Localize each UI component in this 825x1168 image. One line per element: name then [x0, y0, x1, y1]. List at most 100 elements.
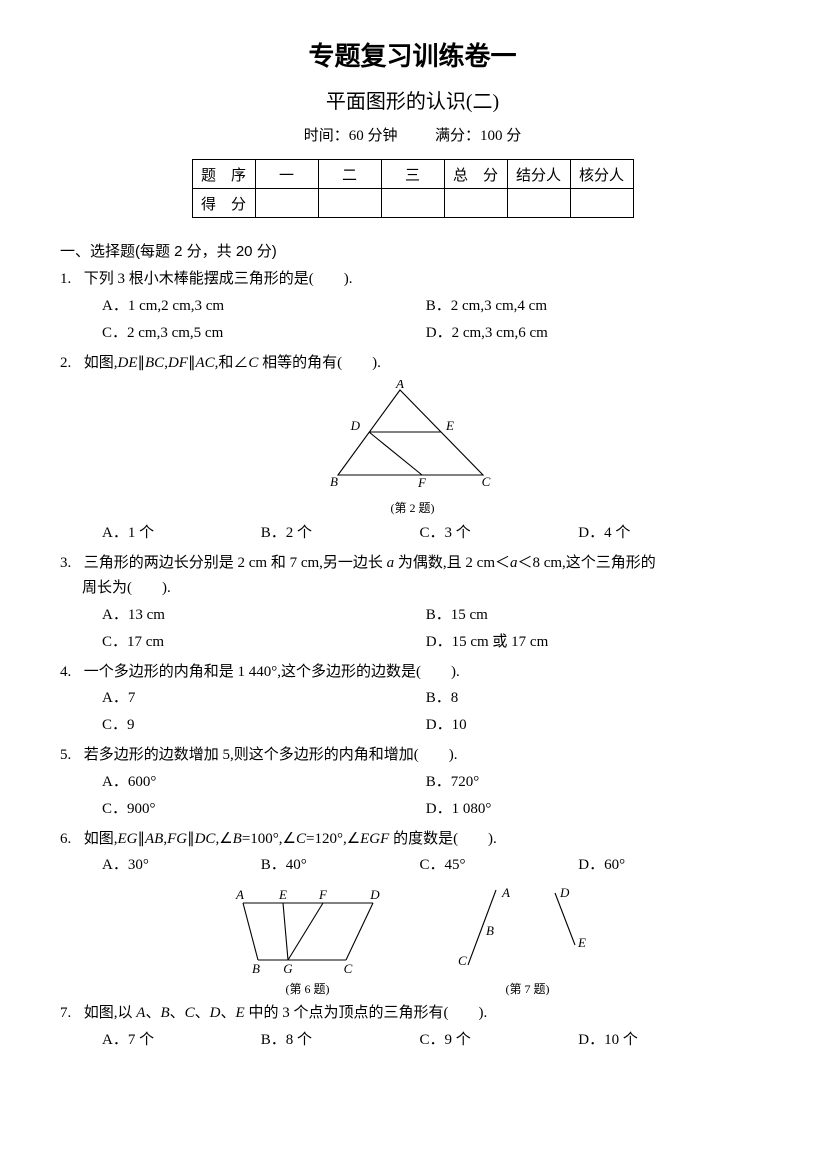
q7-text: 如图,以 A、B、C、D、E 中的 3 个点为顶点的三角形有( ).	[84, 1005, 487, 1021]
question-2: 2. 如图,DE∥BC,DF∥AC,和∠C 相等的角有( ). A D E B …	[60, 351, 765, 547]
q5-text: 若多边形的边数增加 5,则这个多边形的内角和增加( ).	[84, 747, 458, 763]
q7-opt-c: C．9 个	[420, 1027, 575, 1054]
q6-num: 6.	[60, 827, 80, 853]
q6-text: 如图,EG∥AB,FG∥DC,∠B=100°,∠C=120°,∠EGF 的度数是…	[84, 831, 497, 847]
fullscore-label: 满分：100 分	[435, 128, 521, 144]
q2-num: 2.	[60, 351, 80, 377]
q7-opt-d: D．10 个	[578, 1027, 733, 1054]
q5-opt-b: B．720°	[426, 769, 746, 796]
q3-opt-c: C．17 cm	[102, 629, 422, 656]
q4-opt-b: B．8	[426, 685, 746, 712]
q1-opt-c: C．2 cm,3 cm,5 cm	[102, 320, 422, 347]
q4-opt-d: D．10	[426, 712, 746, 739]
label-A: A	[501, 885, 510, 900]
score-value-row: 得 分	[192, 189, 633, 218]
time-full-line: 时间：60 分钟 满分：100 分	[60, 124, 765, 145]
q2-opt-d: D．4 个	[578, 520, 733, 547]
q5-options: A．600° B．720°	[102, 769, 765, 796]
label-C: C	[343, 961, 352, 975]
exam-page: 专题复习训练卷一 平面图形的认识(二) 时间：60 分钟 满分：100 分 题 …	[0, 0, 825, 1168]
score-rowlabel: 得 分	[192, 189, 255, 218]
q3-num: 3.	[60, 551, 80, 577]
q3-opt-d: D．15 cm 或 17 cm	[426, 629, 746, 656]
label-A: A	[235, 887, 244, 902]
score-header-cell: 三	[381, 160, 444, 189]
score-header-cell: 一	[255, 160, 318, 189]
label-F: F	[318, 887, 328, 902]
time-label: 时间：60 分钟	[304, 128, 398, 144]
label-A: A	[395, 380, 404, 391]
q4-opt-c: C．9	[102, 712, 422, 739]
q1-text: 下列 3 根小木棒能摆成三角形的是( ).	[84, 271, 353, 287]
q4-options: A．7 B．8	[102, 685, 765, 712]
q2-opt-a: A．1 个	[102, 520, 257, 547]
label-B: B	[252, 961, 260, 975]
q2-opt-c: C．3 个	[420, 520, 575, 547]
q6-opt-d: D．60°	[578, 852, 733, 879]
q3-options: A．13 cm B．15 cm	[102, 602, 765, 629]
score-header-cell: 题 序	[192, 160, 255, 189]
question-5: 5. 若多边形的边数增加 5,则这个多边形的内角和增加( ). A．600° B…	[60, 743, 765, 823]
q7-figure: A B C D E (第 7 题)	[458, 885, 598, 999]
q2-diagram-svg: A D E B F C	[328, 380, 498, 488]
q5-num: 5.	[60, 743, 80, 769]
score-header-row: 题 序 一 二 三 总 分 结分人 核分人	[192, 160, 633, 189]
score-cell	[507, 189, 570, 218]
label-D: D	[369, 887, 380, 902]
q3-opt-b: B．15 cm	[426, 602, 746, 629]
score-cell	[444, 189, 507, 218]
score-header-cell: 结分人	[507, 160, 570, 189]
sub-title: 平面图形的认识(二)	[60, 85, 765, 114]
score-cell	[318, 189, 381, 218]
q2-figure: A D E B F C	[60, 380, 765, 498]
label-C: C	[458, 953, 467, 968]
q6-opt-a: A．30°	[102, 852, 257, 879]
q2-caption: (第 2 题)	[60, 498, 765, 518]
q2-text: 如图,DE∥BC,DF∥AC,和∠C 相等的角有( ).	[84, 355, 381, 371]
question-6: 6. 如图,EG∥AB,FG∥DC,∠B=100°,∠C=120°,∠EGF 的…	[60, 827, 765, 880]
q1-options: A．1 cm,2 cm,3 cm B．2 cm,3 cm,4 cm	[102, 293, 765, 320]
q5-opt-d: D．1 080°	[426, 796, 746, 823]
q5-options: C．900° D．1 080°	[102, 796, 765, 823]
q6-diagram-svg: A E F D B G C	[228, 885, 388, 975]
score-cell	[381, 189, 444, 218]
q7-caption: (第 7 题)	[458, 980, 598, 997]
score-cell	[570, 189, 633, 218]
q6-caption: (第 6 题)	[228, 980, 388, 997]
score-header-cell: 核分人	[570, 160, 633, 189]
score-cell	[255, 189, 318, 218]
q1-num: 1.	[60, 267, 80, 293]
q1-opt-b: B．2 cm,3 cm,4 cm	[426, 293, 746, 320]
label-F: F	[417, 475, 427, 488]
question-4: 4. 一个多边形的内角和是 1 440°,这个多边形的边数是( ). A．7 B…	[60, 660, 765, 740]
q2-options: A．1 个 B．2 个 C．3 个 D．4 个	[102, 520, 765, 547]
q1-opt-a: A．1 cm,2 cm,3 cm	[102, 293, 422, 320]
q5-opt-c: C．900°	[102, 796, 422, 823]
q7-num: 7.	[60, 1001, 80, 1027]
question-3: 3. 三角形的两边长分别是 2 cm 和 7 cm,另一边长 a 为偶数,且 2…	[60, 551, 765, 656]
label-D: D	[559, 885, 570, 900]
q1-opt-d: D．2 cm,3 cm,6 cm	[426, 320, 746, 347]
label-C: C	[481, 474, 490, 488]
q4-text: 一个多边形的内角和是 1 440°,这个多边形的边数是( ).	[84, 664, 460, 680]
main-title: 专题复习训练卷一	[60, 36, 765, 73]
score-table: 题 序 一 二 三 总 分 结分人 核分人 得 分	[192, 159, 634, 218]
label-E: E	[278, 887, 287, 902]
q1-options: C．2 cm,3 cm,5 cm D．2 cm,3 cm,6 cm	[102, 320, 765, 347]
q4-opt-a: A．7	[102, 685, 422, 712]
label-E: E	[445, 418, 454, 433]
q3-line2: 周长为( ).	[82, 576, 765, 602]
q6-opt-c: C．45°	[420, 852, 575, 879]
q7-opt-b: B．8 个	[261, 1027, 416, 1054]
score-header-cell: 总 分	[444, 160, 507, 189]
q6-options: A．30° B．40° C．45° D．60°	[102, 852, 765, 879]
q5-opt-a: A．600°	[102, 769, 422, 796]
q6-figure: A E F D B G C (第 6 题)	[228, 885, 388, 999]
q4-options: C．9 D．10	[102, 712, 765, 739]
figure-row-6-7: A E F D B G C (第 6 题) A B	[60, 885, 765, 999]
question-7: 7. 如图,以 A、B、C、D、E 中的 3 个点为顶点的三角形有( ). A．…	[60, 1001, 765, 1054]
q7-options: A．7 个 B．8 个 C．9 个 D．10 个	[102, 1027, 765, 1054]
label-B: B	[486, 923, 494, 938]
q3-line1: 三角形的两边长分别是 2 cm 和 7 cm,另一边长 a 为偶数,且 2 cm…	[84, 555, 656, 571]
q4-num: 4.	[60, 660, 80, 686]
